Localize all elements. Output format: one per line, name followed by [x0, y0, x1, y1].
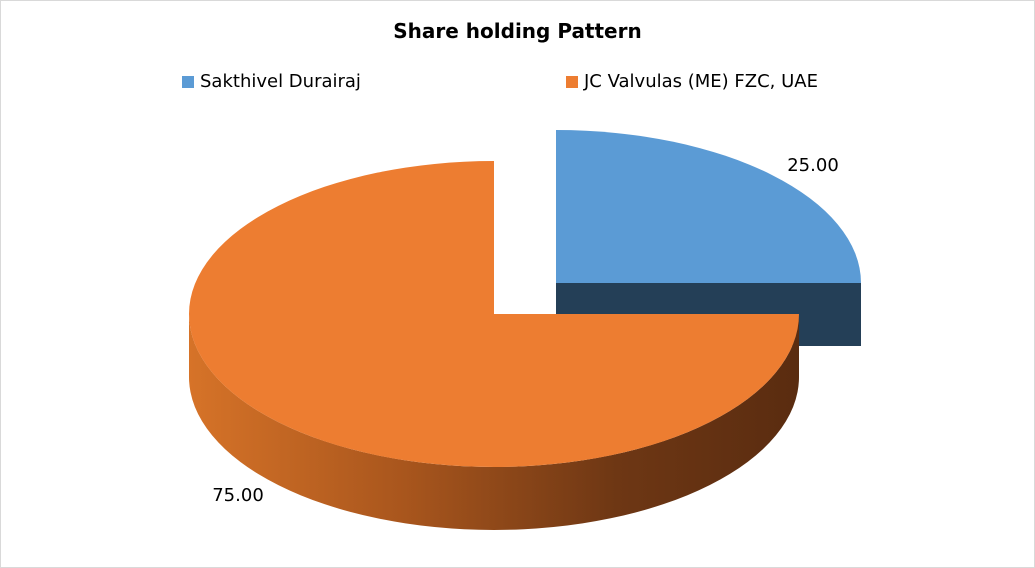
slice-sakthivel: [556, 130, 861, 283]
slice-side-jc-valvulas: [189, 314, 799, 530]
legend-item-jc-valvulas: JC Valvulas (ME) FZC, UAE: [566, 71, 818, 92]
legend-item-sakthivel: Sakthivel Durairaj: [182, 71, 361, 92]
slice-jc-valvulas: [189, 161, 799, 467]
legend-swatch-sakthivel: [182, 75, 194, 88]
legend: Sakthivel Durairaj JC Valvulas (ME) FZC,…: [1, 71, 1034, 95]
data-label-jc-valvulas: 75.00: [212, 485, 264, 506]
legend-label-jc-valvulas: JC Valvulas (ME) FZC, UAE: [584, 71, 818, 92]
data-label-sakthivel: 25.00: [787, 155, 839, 176]
legend-swatch-jc-valvulas: [566, 75, 578, 88]
legend-label-sakthivel: Sakthivel Durairaj: [200, 71, 361, 92]
chart-title: Share holding Pattern: [393, 19, 642, 43]
